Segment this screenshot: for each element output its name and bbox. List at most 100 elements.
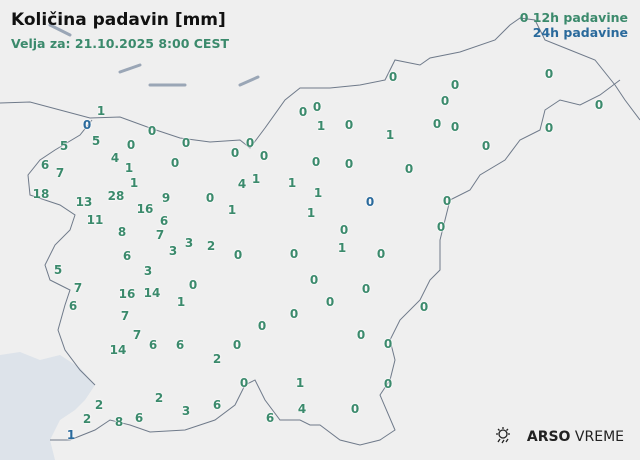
station-value-12h[interactable]: 1 <box>176 295 186 309</box>
station-value-12h[interactable]: 16 <box>136 202 154 216</box>
station-value-12h[interactable]: 0 <box>419 300 429 314</box>
station-value-12h[interactable]: 0 <box>481 139 491 153</box>
station-value-12h[interactable]: 0 <box>339 223 349 237</box>
station-value-24h[interactable]: 0 <box>82 118 92 132</box>
arso-logo[interactable]: ARSO VREME <box>493 426 624 448</box>
station-value-12h[interactable]: 2 <box>212 352 222 366</box>
station-value-12h[interactable]: 18 <box>32 187 50 201</box>
station-value-12h[interactable]: 1 <box>337 241 347 255</box>
station-value-12h[interactable]: 14 <box>143 286 161 300</box>
station-value-12h[interactable]: 4 <box>110 151 120 165</box>
station-value-12h[interactable]: 0 <box>311 155 321 169</box>
station-value-12h[interactable]: 0 <box>594 98 604 112</box>
station-value-12h[interactable]: 3 <box>143 264 153 278</box>
station-value-12h[interactable]: 0 <box>450 120 460 134</box>
station-value-12h[interactable]: 0 <box>544 67 554 81</box>
station-value-12h[interactable]: 0 <box>126 138 136 152</box>
station-value-12h[interactable]: 0 <box>383 377 393 391</box>
station-value-12h[interactable]: 1 <box>96 104 106 118</box>
station-value-12h[interactable]: 0 <box>289 247 299 261</box>
station-value-12h[interactable]: 4 <box>237 177 247 191</box>
station-value-12h[interactable]: 8 <box>114 415 124 429</box>
station-value-12h[interactable]: 0 <box>356 328 366 342</box>
station-value-12h[interactable]: 0 <box>383 337 393 351</box>
station-value-12h[interactable]: 1 <box>251 172 261 186</box>
station-value-12h[interactable]: 1 <box>313 186 323 200</box>
station-value-12h[interactable]: 0 <box>436 220 446 234</box>
station-value-12h[interactable]: 0 <box>450 78 460 92</box>
station-value-12h[interactable]: 0 <box>233 248 243 262</box>
station-value-12h[interactable]: 0 <box>259 149 269 163</box>
station-value-12h[interactable]: 2 <box>94 398 104 412</box>
station-value-12h[interactable]: 4 <box>297 402 307 416</box>
station-value-12h[interactable]: 5 <box>59 139 69 153</box>
station-value-12h[interactable]: 7 <box>120 309 130 323</box>
station-value-12h[interactable]: 6 <box>175 338 185 352</box>
station-value-12h[interactable]: 7 <box>73 281 83 295</box>
station-value-12h[interactable]: 1 <box>124 161 134 175</box>
station-value-12h[interactable]: 16 <box>118 287 136 301</box>
station-value-12h[interactable]: 0 <box>170 156 180 170</box>
station-value-12h[interactable]: 1 <box>316 119 326 133</box>
station-value-12h[interactable]: 6 <box>159 214 169 228</box>
station-value-12h[interactable]: 5 <box>53 263 63 277</box>
station-value-12h[interactable]: 1 <box>287 176 297 190</box>
station-value-12h[interactable]: 6 <box>122 249 132 263</box>
station-value-12h[interactable]: 7 <box>55 166 65 180</box>
station-value-12h[interactable]: 6 <box>68 299 78 313</box>
station-value-12h[interactable]: 0 <box>344 157 354 171</box>
station-value-12h[interactable]: 0 <box>376 247 386 261</box>
station-value-12h[interactable]: 1 <box>306 206 316 220</box>
station-value-12h[interactable]: 6 <box>212 398 222 412</box>
station-value-12h[interactable]: 0 <box>257 319 267 333</box>
station-value-12h[interactable]: 0 <box>344 118 354 132</box>
station-value-12h[interactable]: 1 <box>227 203 237 217</box>
station-value-12h[interactable]: 3 <box>184 236 194 250</box>
station-value-24h[interactable]: 0 <box>365 195 375 209</box>
station-value-12h[interactable]: 0 <box>181 136 191 150</box>
station-value-12h[interactable]: 0 <box>312 100 322 114</box>
station-value-12h[interactable]: 6 <box>134 411 144 425</box>
station-value-12h[interactable]: 6 <box>148 338 158 352</box>
station-value-12h[interactable]: 9 <box>161 191 171 205</box>
station-value-12h[interactable]: 14 <box>109 343 127 357</box>
station-value-12h[interactable]: 0 <box>147 124 157 138</box>
station-value-12h[interactable]: 2 <box>206 239 216 253</box>
station-value-12h[interactable]: 1 <box>129 176 139 190</box>
station-value-12h[interactable]: 1 <box>385 128 395 142</box>
station-value-12h[interactable]: 7 <box>155 228 165 242</box>
station-value-12h[interactable]: 13 <box>75 195 93 209</box>
station-value-12h[interactable]: 5 <box>91 134 101 148</box>
station-value-12h[interactable]: 0 <box>404 162 414 176</box>
station-value-12h[interactable]: 2 <box>154 391 164 405</box>
station-value-12h[interactable]: 0 <box>232 338 242 352</box>
station-value-12h[interactable]: 0 <box>442 194 452 208</box>
station-value-12h[interactable]: 3 <box>181 404 191 418</box>
station-value-12h[interactable]: 0 <box>289 307 299 321</box>
station-value-12h[interactable]: 0 <box>298 105 308 119</box>
station-value-12h[interactable]: 0 <box>440 94 450 108</box>
station-value-12h[interactable]: 0 <box>205 191 215 205</box>
station-value-12h[interactable]: 3 <box>168 244 178 258</box>
station-value-12h[interactable]: 7 <box>132 328 142 342</box>
station-value-24h[interactable]: 1 <box>66 428 76 442</box>
station-value-12h[interactable]: 28 <box>107 189 125 203</box>
station-value-12h[interactable]: 0 <box>361 282 371 296</box>
station-value-12h[interactable]: 2 <box>82 412 92 426</box>
station-value-12h[interactable]: 0 <box>544 121 554 135</box>
station-value-12h[interactable]: 0 <box>309 273 319 287</box>
station-value-12h[interactable]: 0 <box>245 136 255 150</box>
station-value-12h[interactable]: 0 <box>325 295 335 309</box>
station-value-12h[interactable]: 8 <box>117 225 127 239</box>
station-value-12h[interactable]: 0 <box>239 376 249 390</box>
station-value-12h[interactable]: 0 <box>432 117 442 131</box>
station-value-12h[interactable]: 11 <box>86 213 104 227</box>
station-value-12h[interactable]: 6 <box>265 411 275 425</box>
station-value-12h[interactable]: 6 <box>40 158 50 172</box>
station-value-12h[interactable]: 0 <box>388 70 398 84</box>
station-value-12h[interactable]: 0 <box>188 278 198 292</box>
station-value-12h[interactable]: 1 <box>295 376 305 390</box>
station-value-12h[interactable]: 0 <box>230 146 240 160</box>
station-value-12h[interactable]: 0 <box>350 402 360 416</box>
